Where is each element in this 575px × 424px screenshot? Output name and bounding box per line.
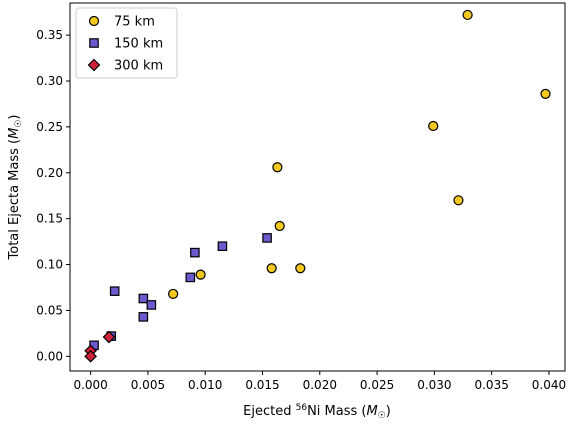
- point-75-km: [540, 88, 551, 99]
- point-150-km: [109, 286, 120, 296]
- x-tick-label: 0.015: [245, 378, 279, 392]
- point-75-km: [453, 195, 464, 206]
- y-tick-label: 0.05: [36, 303, 63, 317]
- legend-marker-150-km: [89, 38, 99, 48]
- y-tick-label: 0.25: [36, 120, 63, 134]
- legend-label-75-km: 75 km: [114, 15, 155, 30]
- x-tick-label: 0.035: [474, 378, 508, 392]
- legend-marker-75-km: [88, 15, 100, 27]
- x-tick-label: 0.030: [417, 378, 451, 392]
- point-75-km: [428, 120, 439, 132]
- y-tick-label: 0.30: [36, 74, 63, 88]
- legend-label-150-km: 150 km: [114, 37, 163, 52]
- point-75-km: [195, 269, 206, 280]
- y-tick-label: 0.10: [36, 258, 63, 272]
- x-tick-label: 0.000: [73, 378, 107, 392]
- point-75-km: [462, 9, 473, 21]
- x-tick-label: 0.020: [303, 378, 337, 392]
- point-150-km: [138, 293, 149, 304]
- y-tick-label: 0.20: [36, 166, 63, 180]
- point-150-km: [185, 272, 196, 283]
- legend: 75 km 150 km 300 km: [75, 7, 178, 79]
- legend-marker-300-km: [87, 58, 101, 72]
- point-300-km: [102, 330, 116, 344]
- y-axis: 0.00 0.05 0.10 0.15 0.20 0.25 0.30 0.35: [36, 28, 70, 363]
- legend-label-300-km: 300 km: [114, 59, 163, 74]
- data-points: [84, 9, 551, 363]
- x-tick-label: 0.040: [532, 378, 566, 392]
- x-tick-label: 0.010: [188, 378, 222, 392]
- point-300-km: [84, 349, 97, 363]
- x-tick-label: 0.005: [131, 378, 165, 392]
- point-150-km: [217, 241, 228, 251]
- x-tick-label: 0.025: [360, 378, 394, 392]
- point-150-km: [138, 312, 149, 322]
- point-75-km: [295, 263, 306, 274]
- y-tick-label: 0.00: [36, 349, 63, 363]
- point-75-km: [274, 220, 285, 232]
- y-tick-label: 0.35: [36, 28, 63, 42]
- point-150-km: [146, 300, 157, 310]
- point-150-km: [262, 233, 272, 243]
- point-75-km: [168, 288, 179, 300]
- y-tick-label: 0.15: [36, 212, 63, 226]
- point-150-km: [190, 247, 200, 258]
- x-axis-label: Ejected 56Ni Mass (M☉): [243, 403, 391, 421]
- legend-box: [75, 7, 178, 79]
- point-75-km: [266, 263, 277, 274]
- x-axis: 0.000 0.005 0.010 0.015 0.020 0.025 0.030 0.035…: [73, 371, 566, 392]
- point-75-km: [272, 162, 283, 173]
- y-axis-label: Total Ejecta Mass (M☉): [7, 115, 24, 261]
